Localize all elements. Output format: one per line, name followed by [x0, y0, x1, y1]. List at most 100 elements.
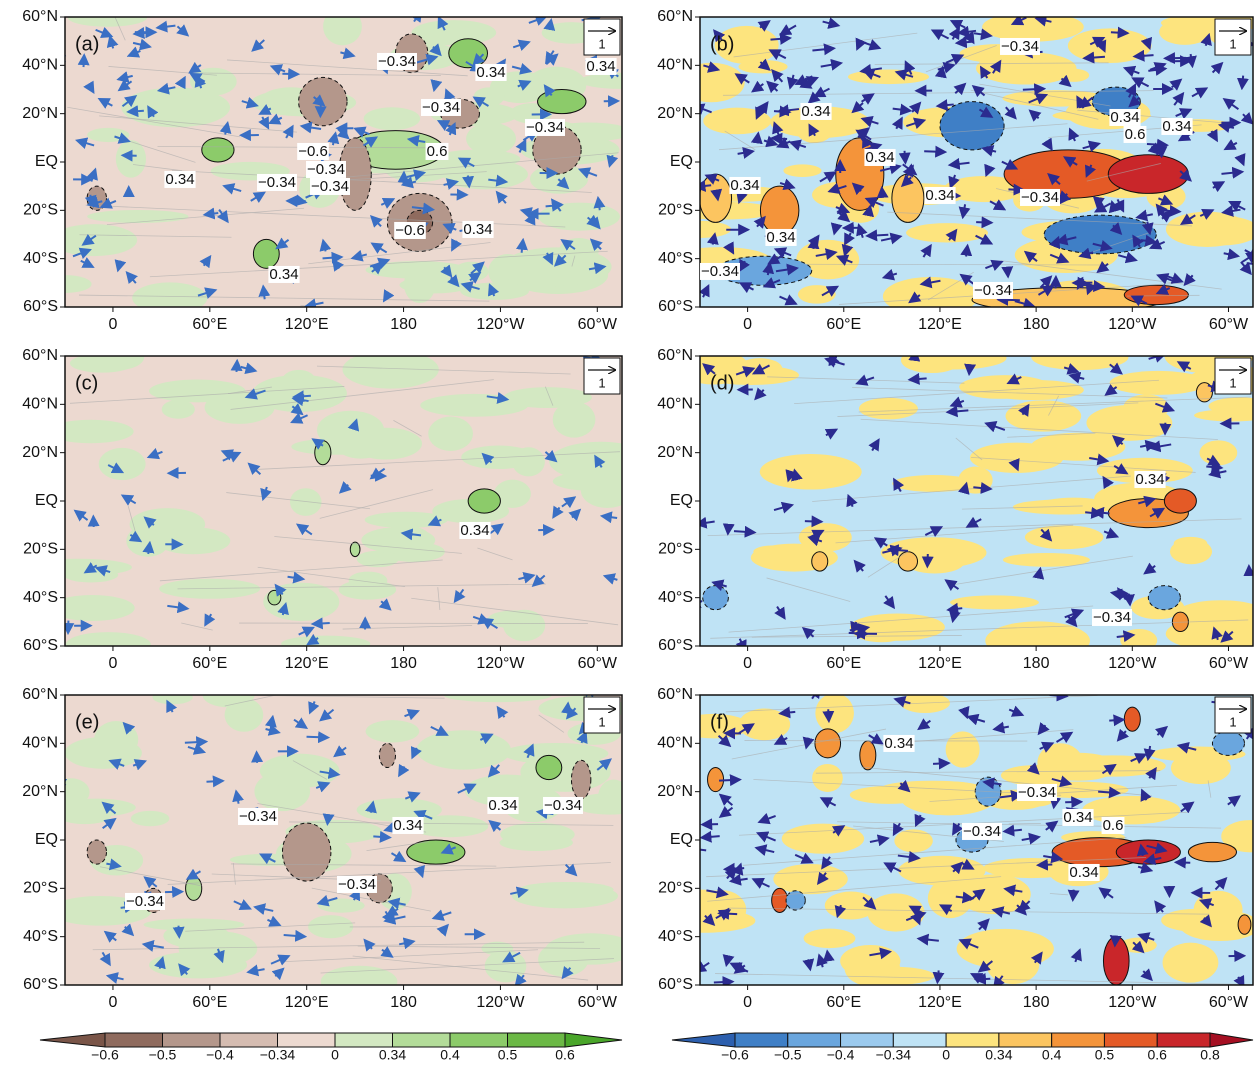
field-patch	[500, 823, 574, 847]
wind-vector	[1109, 720, 1123, 721]
x-tick-label: 120°E	[285, 316, 329, 333]
wind-vector	[236, 361, 237, 372]
field-patch	[553, 401, 596, 437]
field-patch	[848, 70, 929, 85]
field-patch	[149, 380, 245, 403]
field-patch	[581, 472, 634, 508]
contour-label: 0.6	[1125, 126, 1146, 143]
colorbar-end	[672, 1033, 735, 1047]
y-tick-label: 20°N	[657, 105, 693, 122]
reference-label: 1	[1229, 375, 1236, 390]
y-tick-label: 40°N	[657, 396, 693, 413]
y-tick-label: 60°S	[23, 976, 58, 993]
colorbar-box	[841, 1033, 894, 1047]
contour-label: 0.34	[884, 735, 913, 752]
x-tick-label: 60°E	[826, 316, 861, 333]
contour-label: −0.34	[963, 823, 1001, 840]
field-patch	[290, 488, 322, 516]
field-patch	[162, 400, 195, 419]
reference-label: 1	[598, 36, 605, 51]
anomaly-region	[1212, 731, 1244, 755]
contour-label: 0.34	[393, 817, 422, 834]
colorbar-end	[40, 1033, 105, 1047]
x-tick-label: 120°W	[1108, 655, 1157, 672]
contour-label: 0.34	[801, 103, 830, 120]
x-tick-label: 60°E	[826, 655, 861, 672]
wind-vector	[307, 737, 329, 738]
x-tick-label: 0	[743, 316, 752, 333]
wind-vector	[206, 781, 222, 782]
anomaly-region	[1188, 842, 1236, 861]
field-patch	[131, 811, 170, 826]
colorbar-box	[1157, 1033, 1210, 1047]
panel-label: (b)	[710, 33, 734, 55]
field-patch	[156, 527, 231, 554]
x-tick-label: 60°W	[578, 994, 618, 1011]
wind-vector	[867, 235, 888, 236]
field-patch	[737, 358, 782, 379]
wind-vector	[924, 151, 945, 152]
contour-label: −0.34	[526, 119, 564, 136]
field-patch	[50, 595, 135, 621]
wind-vector	[909, 378, 926, 379]
x-tick-label: 180	[390, 994, 417, 1011]
field-patch	[65, 737, 142, 769]
anomaly-region	[1124, 285, 1188, 304]
wind-vector	[772, 138, 787, 139]
wind-vector	[294, 396, 311, 397]
wind-vector	[327, 815, 328, 824]
field-patch	[696, 890, 746, 929]
anomaly-region	[700, 174, 732, 222]
field-patch	[116, 140, 146, 178]
x-tick-label: 60°E	[826, 994, 861, 1011]
field-patch	[760, 454, 862, 490]
x-tick-label: 180	[1023, 994, 1050, 1011]
colorbar-box	[508, 1033, 566, 1047]
contour-label: −0.34	[378, 53, 416, 70]
wind-vector	[976, 979, 990, 980]
colorbar-box	[946, 1033, 999, 1047]
panel-label: (c)	[75, 372, 98, 394]
field-patch	[149, 952, 247, 979]
field-patch	[66, 632, 151, 657]
wind-vector	[1242, 76, 1243, 89]
y-tick-label: 40°S	[23, 928, 58, 945]
wind-vector	[83, 55, 84, 67]
contour-label: 0.34	[488, 797, 517, 814]
panel-label: (e)	[75, 711, 99, 733]
wind-vector	[1038, 865, 1052, 866]
y-tick-label: EQ	[670, 492, 693, 509]
wind-vector	[728, 525, 729, 534]
y-tick-label: 60°S	[658, 637, 693, 654]
field-patch	[1199, 440, 1237, 465]
anomaly-region	[898, 552, 917, 571]
contour-label: −0.34	[974, 282, 1012, 299]
x-tick-label: 120°W	[1108, 316, 1157, 333]
wind-vector	[998, 300, 1020, 301]
contour-label: −0.6	[298, 143, 328, 160]
wind-vector	[185, 742, 206, 743]
field-patch	[815, 693, 854, 733]
field-patch	[1159, 19, 1210, 45]
colorbar-box	[1052, 1033, 1105, 1047]
contour-label: 0.34	[1162, 118, 1191, 135]
y-tick-label: 40°S	[23, 589, 58, 606]
contour-label: 0.34	[460, 522, 489, 539]
wind-vector	[1023, 89, 1044, 90]
field-patch	[782, 824, 864, 854]
wind-vector	[179, 926, 180, 937]
wind-vector	[849, 633, 867, 634]
field-patch	[1068, 28, 1152, 63]
contour-label: −0.34	[311, 178, 349, 195]
x-tick-label: 60°W	[1209, 316, 1249, 333]
wind-vector	[966, 246, 967, 257]
wind-vector	[403, 172, 404, 184]
colorbar-tick-label: −0.5	[149, 1047, 177, 1063]
y-tick-label: 60°S	[23, 637, 58, 654]
y-tick-label: EQ	[35, 492, 58, 509]
contour-label: −0.34	[1001, 38, 1039, 55]
field-patch	[339, 580, 396, 600]
